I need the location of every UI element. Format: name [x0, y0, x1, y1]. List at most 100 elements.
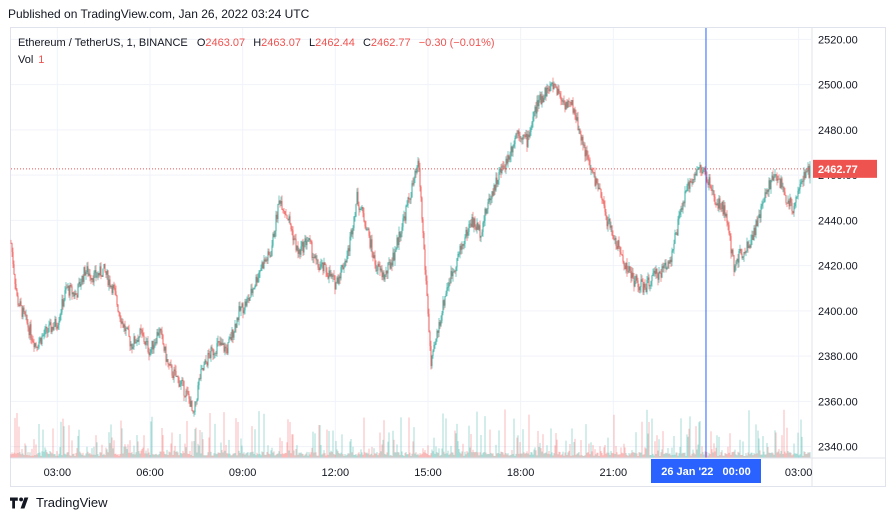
volume-bar: [244, 454, 246, 458]
candle-body: [496, 177, 498, 185]
candle-body: [412, 183, 414, 185]
candle-body: [574, 109, 576, 116]
candle-body: [26, 314, 28, 323]
candle-body: [642, 281, 644, 293]
candle-body: [293, 238, 295, 241]
volume-bar: [551, 452, 553, 458]
volume-bar: [681, 453, 683, 458]
candle-body: [16, 289, 18, 296]
volume-bar: [121, 428, 123, 458]
candle-body: [152, 340, 154, 350]
volume-bar: [530, 452, 532, 458]
candle-body: [565, 101, 567, 110]
candle-body: [25, 314, 27, 316]
volume-bar: [18, 426, 20, 458]
candle-body: [701, 171, 703, 174]
volume-bar: [65, 454, 67, 458]
candle-body: [65, 287, 67, 291]
symbol-title[interactable]: Ethereum / TetherUS, 1, BINANCE: [18, 37, 188, 49]
candle-body: [38, 341, 40, 348]
volume-bar: [375, 453, 377, 458]
candle-body: [341, 265, 343, 268]
volume-bar: [790, 452, 792, 458]
volume-bar: [477, 452, 479, 458]
candle-body: [648, 277, 650, 287]
candle-body: [219, 341, 221, 346]
candle-body: [759, 214, 761, 219]
volume-bar: [422, 448, 424, 458]
volume-bar: [805, 454, 807, 458]
volume-bar: [64, 453, 66, 458]
volume-bar: [373, 448, 375, 458]
volume-bar: [127, 444, 129, 458]
volume-bar: [729, 433, 731, 458]
candle-body: [723, 205, 725, 215]
candle-body: [27, 322, 29, 328]
candle-body: [58, 321, 60, 326]
candle-body: [362, 207, 364, 214]
volume-bar: [775, 432, 777, 458]
volume-bar: [100, 452, 102, 458]
candle-body: [335, 282, 337, 290]
volume-bar: [564, 452, 566, 458]
volume-bar: [694, 454, 696, 458]
volume-bar: [320, 445, 322, 458]
volume-label[interactable]: Vol: [18, 54, 34, 66]
candle-body: [286, 215, 288, 219]
volume-bar: [11, 452, 13, 458]
candle-body: [720, 208, 722, 210]
candle-body: [782, 186, 784, 188]
candle-body: [790, 197, 792, 203]
volume-bar: [358, 452, 360, 458]
candle-body: [376, 270, 378, 272]
candle-body: [467, 231, 469, 236]
candle-body: [229, 337, 231, 339]
candle-body: [317, 259, 319, 268]
candle-body: [643, 283, 645, 293]
volume-bar: [74, 455, 76, 458]
volume-bar: [582, 455, 584, 458]
volume-bar: [204, 455, 206, 458]
volume-bar: [111, 437, 113, 458]
volume-bar: [413, 427, 415, 458]
candle-body: [316, 259, 318, 261]
volume-bar: [429, 455, 431, 458]
volume-bar: [632, 452, 634, 458]
volume-bar: [272, 452, 274, 458]
volume-bars: [10, 409, 811, 458]
volume-bar: [281, 441, 283, 458]
time-axis[interactable]: 03:00 06:00 09:00 12:00 15:00 18:00 21:00 03:00: [44, 467, 813, 479]
candle-body: [690, 180, 692, 182]
volume-bar: [675, 452, 677, 458]
chart-frame[interactable]: [10, 27, 886, 487]
candle-body: [278, 200, 280, 205]
candle-body: [621, 254, 623, 256]
candle-body: [223, 343, 225, 352]
price-axis[interactable]: 2520.002500.002480.002460.002440.002420.…: [818, 34, 858, 453]
candle-body: [299, 249, 301, 255]
volume-bar: [16, 412, 18, 458]
candle-body: [234, 323, 236, 333]
candle-body: [755, 220, 757, 236]
volume-bar: [708, 452, 710, 458]
footer-brand[interactable]: TradingView: [10, 495, 108, 510]
candle-body: [573, 109, 575, 113]
candle-body: [749, 245, 751, 248]
volume-bar: [396, 444, 398, 458]
candle-body: [634, 280, 636, 287]
candle-body: [732, 249, 734, 256]
candle-body: [162, 335, 164, 345]
volume-bar: [312, 431, 314, 458]
candle-body: [552, 82, 554, 90]
candle-body: [569, 101, 571, 103]
volume-bar: [12, 454, 14, 458]
candle-body: [224, 346, 226, 352]
candle-body: [208, 352, 210, 355]
price-chart[interactable]: 2520.002500.002480.002460.002440.002420.…: [0, 0, 891, 490]
volume-bar: [606, 452, 608, 458]
volume-bar: [72, 454, 74, 458]
candle-body: [155, 342, 157, 344]
candle-body: [597, 183, 599, 190]
candle-body: [450, 271, 452, 283]
candle-body: [484, 208, 486, 221]
